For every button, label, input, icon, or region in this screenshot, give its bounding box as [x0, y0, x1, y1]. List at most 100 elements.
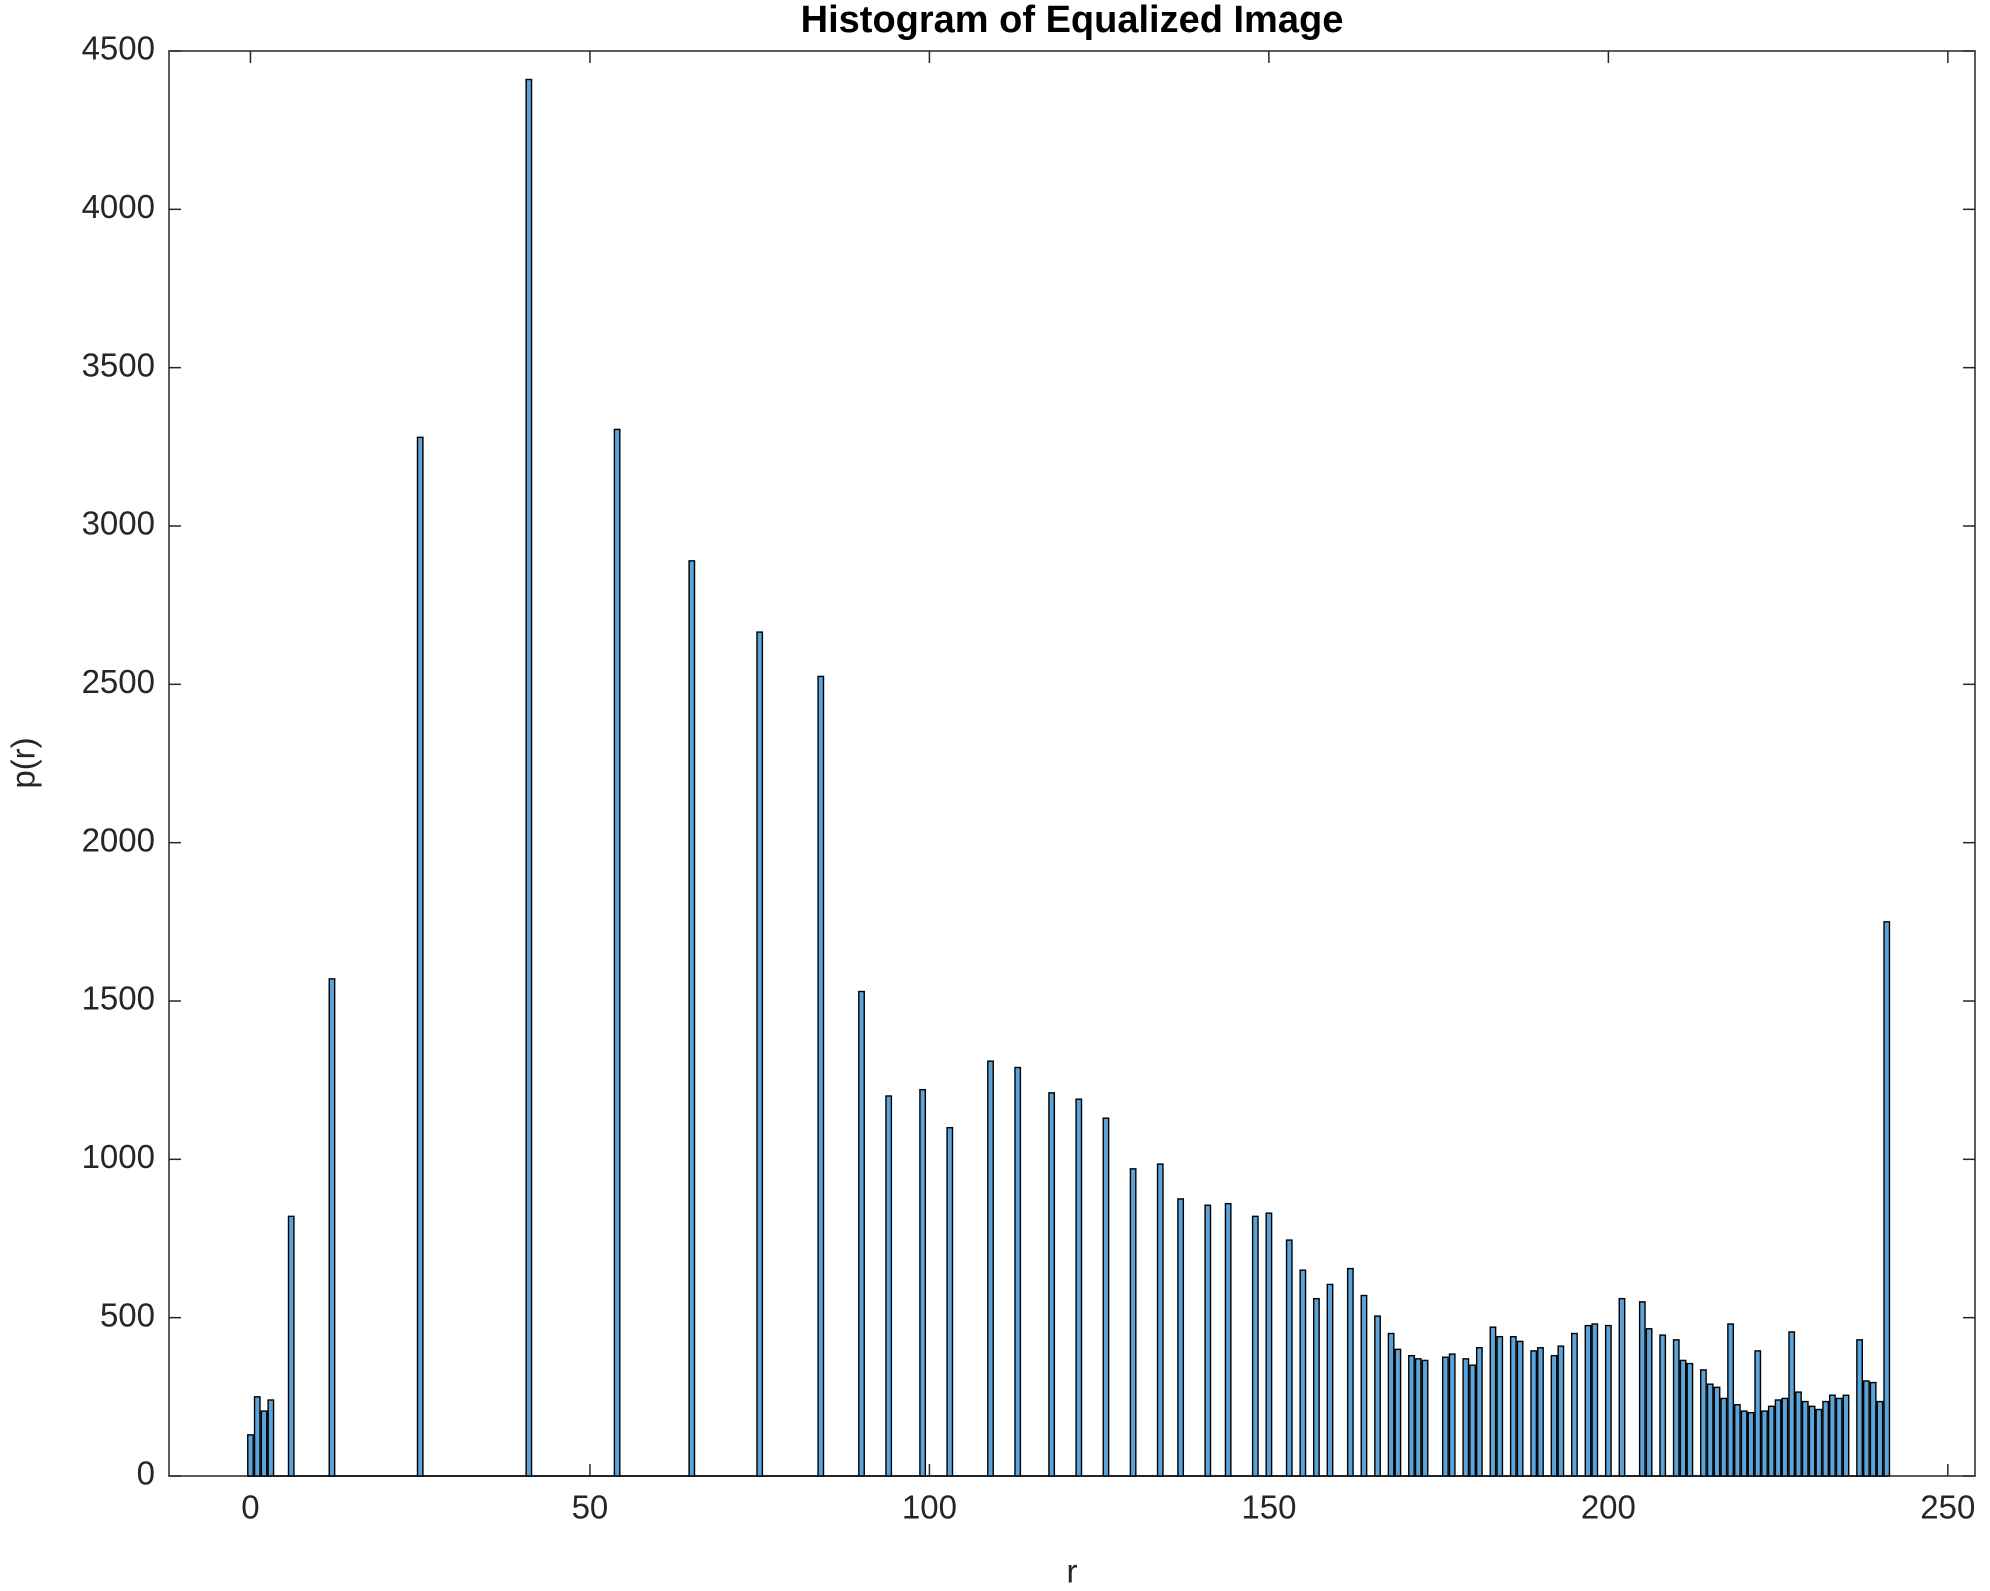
bar — [1014, 1066, 1022, 1477]
bar — [756, 631, 764, 1477]
bar — [1224, 1202, 1232, 1477]
bar — [919, 1088, 927, 1477]
bar — [1842, 1394, 1850, 1477]
bar — [1516, 1340, 1524, 1477]
y-tick-label: 0 — [137, 1455, 155, 1492]
bar — [1285, 1239, 1293, 1477]
bar — [1129, 1168, 1137, 1477]
bar — [1862, 1380, 1870, 1477]
bar — [1204, 1204, 1212, 1477]
bar — [1618, 1297, 1626, 1477]
bar — [1747, 1411, 1755, 1477]
bar — [885, 1095, 893, 1477]
bar — [1571, 1332, 1578, 1477]
bar — [1346, 1267, 1354, 1477]
bar — [1883, 921, 1891, 1477]
bar — [1713, 1386, 1721, 1477]
bar — [1835, 1397, 1843, 1477]
bar — [1469, 1364, 1476, 1477]
chart-title: Histogram of Equalized Image — [801, 0, 1344, 41]
x-tick-label: 150 — [1241, 1489, 1296, 1526]
bar — [1706, 1383, 1714, 1477]
bar — [1550, 1354, 1558, 1477]
bar — [688, 560, 696, 1477]
bar — [1326, 1283, 1334, 1477]
x-tick-label: 250 — [1920, 1489, 1975, 1526]
bar — [1604, 1324, 1612, 1477]
x-tick-label: 50 — [572, 1489, 609, 1526]
bar — [1387, 1332, 1395, 1477]
bar — [1475, 1347, 1483, 1477]
bar — [1591, 1323, 1599, 1477]
bar — [1645, 1328, 1653, 1477]
bar — [1672, 1339, 1680, 1477]
bar — [1781, 1397, 1789, 1477]
bar — [1727, 1323, 1734, 1477]
bar — [1509, 1335, 1517, 1477]
bar — [1442, 1356, 1449, 1477]
bar — [1733, 1404, 1741, 1477]
x-tick-label: 100 — [902, 1489, 957, 1526]
bar — [1489, 1326, 1497, 1477]
bar — [1048, 1092, 1056, 1477]
bar — [1829, 1394, 1836, 1477]
y-tick-label: 500 — [100, 1296, 155, 1333]
bar — [416, 436, 424, 1477]
bar — [1075, 1098, 1083, 1477]
bar — [1496, 1335, 1504, 1477]
y-tick-label: 2000 — [82, 821, 155, 858]
bar — [1754, 1350, 1762, 1477]
bar — [1299, 1269, 1307, 1477]
bar — [287, 1215, 295, 1477]
y-tick-label: 4000 — [82, 188, 155, 225]
bar — [1638, 1301, 1646, 1477]
bar — [1679, 1359, 1687, 1477]
bar — [1102, 1117, 1110, 1477]
bar — [1537, 1347, 1544, 1477]
y-tick-label: 3500 — [82, 346, 155, 383]
bar — [1374, 1315, 1381, 1477]
bar — [1761, 1410, 1768, 1477]
bar — [1869, 1381, 1877, 1477]
bar — [1700, 1369, 1707, 1477]
bar — [253, 1396, 261, 1477]
bar — [613, 428, 621, 1477]
y-tick-label: 4500 — [82, 30, 155, 67]
bar — [1251, 1215, 1259, 1477]
bar — [1815, 1408, 1823, 1477]
bar — [987, 1060, 994, 1477]
y-tick-label: 3000 — [82, 505, 155, 542]
bar — [1156, 1163, 1164, 1477]
bar — [525, 78, 533, 1477]
bar — [1740, 1410, 1748, 1477]
y-tick-label: 1000 — [82, 1138, 155, 1175]
bar — [247, 1434, 254, 1477]
bar — [1659, 1334, 1667, 1477]
plot-frame — [168, 50, 1976, 1477]
bar — [1822, 1400, 1830, 1477]
bar — [328, 978, 336, 1477]
bar — [1876, 1400, 1884, 1477]
bar — [1408, 1354, 1415, 1477]
bar — [1856, 1339, 1863, 1477]
bar — [1788, 1331, 1796, 1477]
bar — [1462, 1358, 1470, 1477]
y-axis-label: p(r) — [5, 737, 42, 788]
bar — [1414, 1358, 1422, 1477]
bar — [1720, 1397, 1728, 1477]
x-tick-label: 0 — [241, 1489, 259, 1526]
bar — [1313, 1297, 1320, 1477]
bar — [858, 990, 865, 1477]
bar — [1265, 1212, 1273, 1477]
x-tick-label: 200 — [1581, 1489, 1636, 1526]
x-axis-label: r — [1067, 1553, 1078, 1590]
y-tick-label: 2500 — [82, 663, 155, 700]
bar — [1394, 1348, 1402, 1477]
bar — [1177, 1198, 1185, 1477]
bar — [1801, 1400, 1809, 1477]
bar — [260, 1410, 268, 1477]
bar — [817, 675, 825, 1477]
bar — [1686, 1362, 1694, 1477]
y-tick-label: 1500 — [82, 980, 155, 1017]
